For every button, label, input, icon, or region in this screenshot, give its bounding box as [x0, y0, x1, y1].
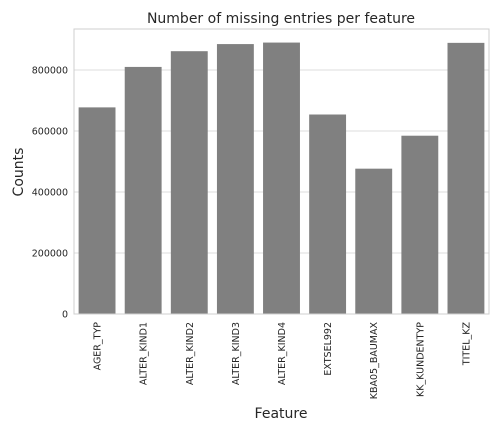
chart-title: Number of missing entries per feature: [147, 11, 415, 27]
bar-alter-kind2: [170, 51, 208, 315]
x-tick-label: EXTSEL992: [323, 322, 334, 376]
x-tick-label: AGER_TYP: [93, 322, 104, 371]
y-tick-labels: 0 200000 400000 600000 800000: [32, 66, 68, 321]
y-tick-label: 0: [62, 310, 68, 321]
bar-kba05-baumax: [355, 168, 393, 314]
x-tick-label: ALTER_KIND2: [185, 322, 196, 385]
plot-frame: [73, 28, 490, 315]
y-tick-label: 200000: [32, 249, 68, 260]
bar-extsel992: [309, 114, 347, 314]
x-tick-label: ALTER_KIND3: [231, 322, 242, 385]
bar-kk-kundentyp: [401, 135, 439, 314]
y-tick-label: 800000: [32, 66, 68, 77]
bar-titel-kz: [447, 42, 485, 315]
x-tick-label: TITEL_KZ: [461, 322, 472, 367]
bars: [78, 42, 485, 315]
x-axis-label: Feature: [255, 406, 308, 422]
y-axis-label: Counts: [11, 148, 27, 197]
x-tick-labels: AGER_TYP ALTER_KIND1 ALTER_KIND2 ALTER_KIND…: [93, 322, 473, 400]
x-tick-label: KBA05_BAUMAX: [369, 322, 380, 400]
bar-alter-kind1: [124, 66, 162, 314]
bar-ager-typ: [78, 107, 116, 314]
y-tick-label: 600000: [32, 127, 68, 138]
x-tick-label: ALTER_KIND4: [277, 322, 288, 385]
x-tick-label: ALTER_KIND1: [139, 322, 150, 385]
y-tick-label: 400000: [32, 188, 68, 199]
x-tick-label: KK_KUNDENTYP: [415, 322, 426, 397]
bar-alter-kind3: [216, 44, 254, 315]
bar-alter-kind4: [263, 42, 300, 314]
